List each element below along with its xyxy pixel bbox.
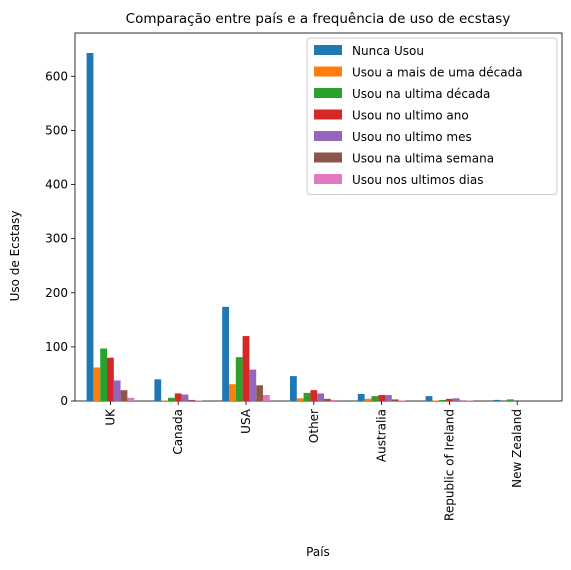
legend-swatch — [314, 109, 342, 120]
legend-swatch — [314, 174, 342, 184]
bar-2-0 — [100, 348, 107, 401]
bar-5-2 — [256, 385, 263, 401]
bar-2-3 — [303, 392, 311, 401]
bar-5-5 — [459, 400, 467, 401]
bar-1-1 — [161, 400, 168, 401]
x-tick-label: New Zealand — [510, 409, 524, 488]
bar-4-0 — [113, 380, 121, 401]
y-tick-label: 300 — [45, 232, 68, 246]
bar-4-3 — [317, 393, 324, 401]
bar-5-3 — [324, 398, 331, 401]
bar-3-2 — [242, 336, 250, 401]
legend-label: Usou no ultimo mes — [352, 130, 472, 144]
y-tick-label: 0 — [60, 394, 68, 408]
bar-4-1 — [181, 394, 189, 401]
bar-1-5 — [432, 400, 440, 401]
y-tick-label: 500 — [45, 123, 68, 137]
legend-label: Usou no ultimo ano — [352, 109, 469, 123]
legend-box — [306, 37, 558, 195]
bar-6-2 — [263, 395, 270, 401]
bar-0-1 — [154, 379, 162, 401]
legend-swatch — [314, 45, 342, 55]
bar-2-4 — [371, 396, 379, 401]
bar-6-5 — [466, 400, 474, 401]
legend-swatch — [314, 152, 342, 163]
bar-1-3 — [296, 398, 304, 401]
bar-0-4 — [357, 393, 365, 401]
chart-title: Comparação entre país e a frequência de … — [126, 11, 511, 27]
bar-2-6 — [507, 399, 514, 401]
bar-5-4 — [391, 399, 399, 401]
bars-group — [86, 53, 514, 402]
bar-4-4 — [385, 395, 392, 401]
y-tick-label: 100 — [45, 340, 68, 354]
bar-2-5 — [439, 399, 446, 401]
y-tick-label: 400 — [45, 178, 68, 192]
bar-6-1 — [195, 400, 202, 401]
bar-1-0 — [93, 367, 101, 401]
legend-swatch — [314, 88, 342, 98]
y-tick-label: 200 — [45, 286, 68, 300]
legend-label: Usou a mais de uma década — [352, 66, 523, 80]
bar-3-0 — [107, 357, 114, 401]
bar-5-0 — [120, 390, 128, 401]
y-tick-label: 600 — [45, 69, 68, 83]
bar-1-4 — [364, 398, 372, 401]
bar-0-3 — [290, 376, 297, 401]
x-tick-label: Republic of Ireland — [442, 409, 456, 521]
legend-label: Nunca Usou — [352, 44, 424, 58]
x-axis-label: País — [306, 545, 330, 559]
bar-2-2 — [235, 357, 243, 401]
bar-0-2 — [222, 306, 229, 401]
legend-swatch — [314, 131, 342, 141]
x-axis: UK Canada USA Other Australia Republic of Ire… — [103, 401, 524, 521]
legend: Nunca Usou Usou a mais de uma década Usou … — [306, 37, 558, 195]
bar-0-0 — [86, 53, 94, 402]
legend-label: Usou na ultima década — [352, 87, 490, 101]
legend-label: Usou na ultima semana — [352, 152, 494, 166]
bar-5-1 — [188, 399, 196, 401]
bar-4-5 — [452, 398, 460, 401]
bar-2-1 — [168, 397, 175, 401]
bar-0-5 — [425, 396, 433, 401]
bar-3-5 — [446, 398, 453, 401]
x-tick-label: Australia — [375, 409, 389, 462]
bar-3-4 — [378, 395, 385, 401]
bar-1-2 — [229, 384, 236, 401]
y-axis: 0 100 200 300 400 500 600 — [45, 69, 75, 408]
bar-6-0 — [127, 397, 135, 401]
legend-label: Usou nos ultimos dias — [352, 173, 483, 187]
bar-3-3 — [310, 390, 318, 401]
x-tick-label: USA — [239, 408, 253, 434]
bar-0-6 — [493, 399, 501, 401]
bar-4-2 — [249, 369, 257, 401]
legend-swatch — [314, 66, 342, 77]
bar-3-1 — [174, 393, 182, 401]
y-axis-label: Uso de Ecstasy — [8, 211, 22, 302]
bar-6-3 — [330, 399, 338, 401]
x-tick-label: UK — [103, 408, 117, 426]
bar-6-4 — [398, 400, 406, 401]
x-tick-label: Other — [307, 409, 321, 443]
x-tick-label: Canada — [171, 409, 185, 455]
